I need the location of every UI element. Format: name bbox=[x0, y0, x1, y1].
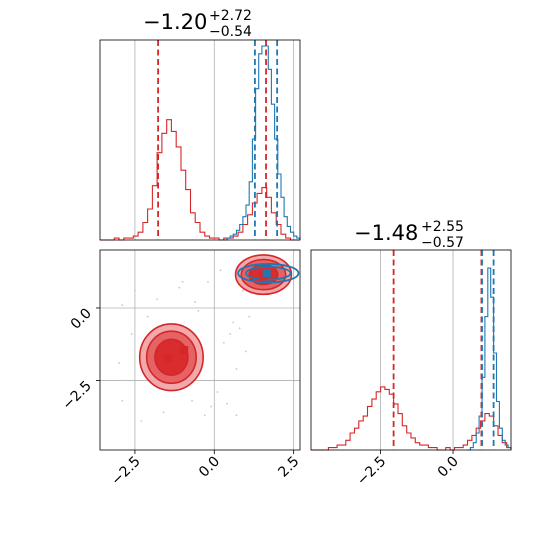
panel-hist-param2: −2.5 0.0 bbox=[310, 249, 512, 489]
title-param1-upper: +2.72 bbox=[209, 8, 252, 24]
title-param2-median: −1.48 bbox=[354, 221, 418, 245]
hist-param1-hist-series-red bbox=[100, 119, 300, 241]
scatter-point bbox=[207, 280, 209, 283]
scatter-point bbox=[229, 333, 232, 335]
scatter-point bbox=[178, 286, 181, 289]
blue-contour bbox=[245, 265, 292, 281]
scatter-point bbox=[232, 321, 235, 324]
scatter-point bbox=[118, 362, 120, 364]
title-param2-lower: −0.57 bbox=[421, 235, 464, 251]
scatter-xtick-label: 0.0 bbox=[196, 454, 223, 481]
scatter-point bbox=[210, 405, 213, 408]
scatter-point bbox=[181, 280, 184, 283]
scatter-point bbox=[130, 333, 133, 335]
scatter-point bbox=[219, 269, 222, 272]
scatter-point bbox=[235, 367, 238, 370]
scatter-point bbox=[245, 350, 247, 353]
scatter-point bbox=[162, 411, 165, 414]
hist-param2-xtick-label: −2.5 bbox=[354, 454, 389, 489]
scatter-point bbox=[222, 341, 225, 344]
scatter-point bbox=[134, 289, 136, 292]
title-param1-lower: −0.54 bbox=[209, 24, 252, 40]
scatter-ytick-label: −2.5 bbox=[59, 378, 94, 413]
hist-param2-hist-series-blue bbox=[467, 267, 512, 451]
scatter-point bbox=[194, 301, 197, 304]
title-param1-median: −1.20 bbox=[143, 10, 207, 34]
scatter-point bbox=[203, 414, 206, 417]
hist-param1-hist-series-blue bbox=[223, 45, 301, 241]
scatter-xtick-label: 2.5 bbox=[275, 454, 302, 481]
hist-param2-frame bbox=[310, 249, 512, 451]
scatter-ytick-label: 0.0 bbox=[68, 305, 95, 332]
scatter-point bbox=[238, 327, 241, 330]
hist-param2-xtick-label: 0.0 bbox=[435, 454, 462, 481]
scatter-point bbox=[121, 304, 124, 306]
scatter-point bbox=[241, 289, 244, 292]
panel-scatter-param1-param2: −2.5 0.0 2.5 −2.5 0.0 bbox=[59, 249, 302, 489]
scatter-point bbox=[121, 399, 124, 402]
hist-param2-hist-series-red bbox=[311, 386, 512, 451]
hist-param1-frame bbox=[99, 39, 301, 241]
scatter-point bbox=[191, 399, 193, 402]
scatter-point bbox=[146, 315, 149, 318]
scatter-point bbox=[197, 309, 200, 312]
blue-contour bbox=[237, 263, 300, 284]
scatter-point bbox=[124, 379, 127, 382]
scatter-point bbox=[226, 402, 228, 405]
scatter-xtick-label: −2.5 bbox=[108, 454, 143, 489]
title-param2-upper: +2.55 bbox=[421, 219, 464, 235]
marker-red bbox=[180, 346, 189, 354]
marker-red bbox=[164, 354, 173, 363]
scatter-point bbox=[235, 414, 238, 417]
marker-blue bbox=[262, 269, 271, 278]
panel-hist-param1 bbox=[99, 39, 301, 241]
scatter-point bbox=[156, 298, 159, 301]
scatter-point bbox=[216, 391, 219, 393]
scatter-point bbox=[140, 420, 143, 422]
scatter-point bbox=[248, 315, 251, 318]
scatter-frame bbox=[99, 249, 301, 451]
